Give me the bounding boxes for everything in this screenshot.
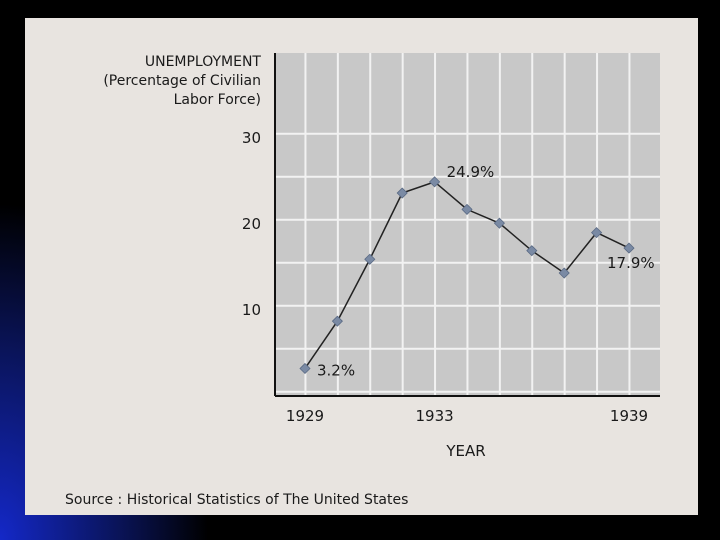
data-point <box>364 253 376 265</box>
data-point <box>396 187 408 199</box>
data-point <box>558 267 570 279</box>
y-tick-labels: 10 20 30 <box>242 129 261 319</box>
data-point <box>429 176 441 188</box>
data-point <box>299 362 311 375</box>
source-note: Source : Historical Statistics of The Un… <box>65 492 408 508</box>
y-tick-label: 30 <box>242 129 261 147</box>
x-tick-label: 1933 <box>416 407 454 425</box>
y-tick-label: 10 <box>242 301 261 319</box>
data-point <box>493 217 505 229</box>
grid-lines <box>275 53 660 396</box>
data-label: 24.9% <box>447 163 495 181</box>
y-axis-label-line-2: (Percentage of Civilian <box>103 73 261 89</box>
data-point <box>526 245 538 257</box>
data-points <box>299 176 635 375</box>
data-labels: 3.2% 24.9% 17.9% <box>317 163 655 380</box>
x-tick-labels: 1929 1933 1939 <box>286 407 648 425</box>
data-point <box>461 203 473 215</box>
y-tick-label: 20 <box>242 215 261 233</box>
x-tick-label: 1929 <box>286 407 324 425</box>
data-point <box>331 315 343 327</box>
data-label: 17.9% <box>607 254 655 272</box>
x-axis-label: YEAR <box>445 442 485 460</box>
data-point <box>591 227 603 239</box>
x-tick-label: 1939 <box>610 407 648 425</box>
data-label: 3.2% <box>317 361 355 379</box>
data-point <box>623 242 635 254</box>
axes <box>274 53 660 397</box>
y-axis-label-line-3: Labor Force) <box>174 92 261 108</box>
y-axis-label-line-1: UNEMPLOYMENT <box>145 54 262 70</box>
